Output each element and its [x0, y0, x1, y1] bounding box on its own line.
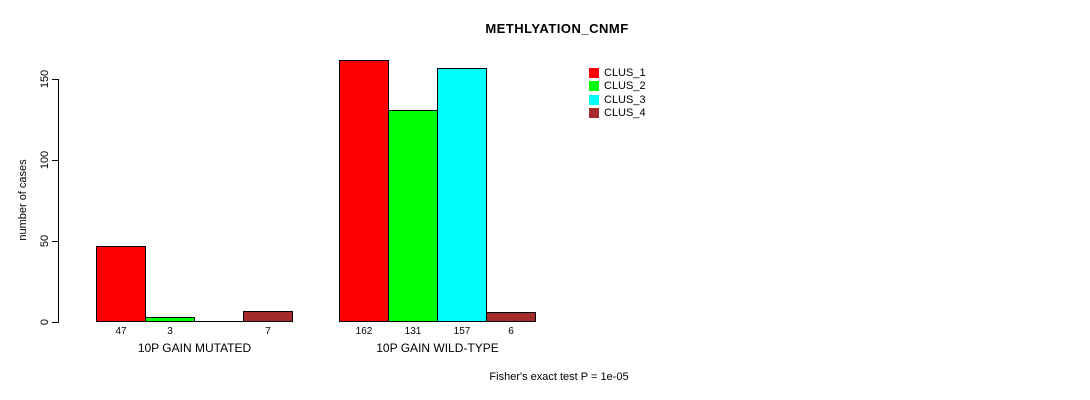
bar-value-label: 131 [404, 326, 422, 337]
y-tick-label: 150 [39, 69, 51, 89]
bar-clus_3 [437, 68, 487, 322]
y-axis-tick [52, 322, 58, 323]
y-tick-label: 0 [39, 318, 51, 326]
y-tick-label: 100 [39, 150, 51, 170]
footnote: Fisher's exact test P = 1e-05 [489, 371, 629, 383]
y-axis-tick [52, 79, 58, 80]
bar-value-label: 3 [167, 326, 173, 337]
bar-value-label: 47 [115, 326, 127, 337]
bar-clus_1 [96, 246, 146, 322]
legend-swatch-icon [589, 108, 599, 118]
bar-value-label: 157 [453, 326, 471, 337]
bar-clus_4 [243, 311, 293, 322]
y-tick-label: 50 [39, 234, 51, 248]
y-axis-tick [52, 160, 58, 161]
legend-label: CLUS_4 [604, 107, 646, 119]
legend-label: CLUS_2 [604, 80, 646, 92]
bar-clus_2 [145, 317, 195, 322]
bar-clus_2 [388, 110, 438, 322]
bar-clus_3-zero [194, 321, 244, 322]
legend-swatch-icon [589, 68, 599, 78]
chart-title: METHLYATION_CNMF [485, 21, 629, 36]
y-axis-label: number of cases [17, 159, 29, 241]
y-axis-tick [52, 241, 58, 242]
x-group-label: 10P GAIN WILD-TYPE [376, 341, 499, 355]
bar-value-label: 7 [265, 326, 271, 337]
legend-swatch-icon [589, 81, 599, 91]
bar-clus_4 [486, 312, 536, 322]
legend-label: CLUS_1 [604, 67, 646, 79]
bar-value-label: 6 [508, 326, 514, 337]
bar-value-label: 162 [355, 326, 373, 337]
bar-clus_1 [339, 60, 389, 322]
legend-swatch-icon [589, 95, 599, 105]
x-group-label: 10P GAIN MUTATED [137, 341, 252, 355]
legend-label: CLUS_3 [604, 94, 646, 106]
y-axis-line [58, 79, 59, 323]
